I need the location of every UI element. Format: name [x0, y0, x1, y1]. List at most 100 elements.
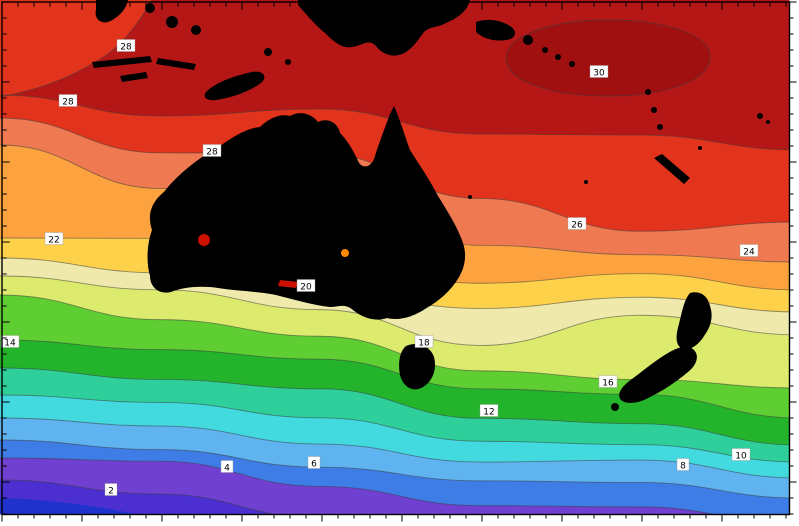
isotherm-label-box	[202, 144, 222, 157]
reef-speck-2	[698, 146, 702, 150]
isotherm-label-box	[58, 94, 78, 107]
isotherm-30-loop-line	[505, 19, 711, 97]
isotherm-label-value: 16	[602, 379, 614, 389]
isotherm-8-line	[0, 417, 799, 479]
isotherm-label-18: 18	[414, 335, 434, 349]
isotherm-labels-layer: 28 30 28 28 26 24 22 20 18 16 14 12 10 8 6 4 2	[0, 39, 759, 497]
reef-speck-3	[468, 195, 472, 199]
isotherm-label-22: 22	[44, 232, 64, 246]
isotherm-label-box	[220, 460, 234, 473]
isotherm-label-box	[676, 458, 690, 471]
sulawesi-tip	[95, 0, 128, 23]
isotherm-label-box	[307, 456, 321, 469]
temperature-blobs-layer	[0, 0, 711, 526]
inland-patch-2	[278, 280, 298, 288]
maluku-island-3	[191, 25, 201, 35]
vanuatu-island-2	[651, 107, 657, 113]
tanimbar-island-1	[264, 48, 272, 56]
maluku-island-1	[145, 3, 155, 13]
solomon-island-3	[569, 61, 575, 67]
isotherm-label-12: 12	[479, 404, 499, 418]
new-zealand-south-island	[619, 346, 697, 403]
vanuatu-island-3	[657, 124, 663, 130]
solomon-island-1	[542, 47, 548, 53]
isotherm-label-box	[739, 244, 759, 257]
isotherm-label-6: 6	[307, 456, 321, 470]
isotherm-label-box	[589, 65, 609, 78]
isotherm-label-20: 20	[296, 279, 316, 293]
isotherm-label-10: 10	[731, 448, 751, 462]
flores-island-chain	[92, 56, 152, 68]
isotherm-label-box	[104, 483, 118, 496]
isotherm-label-box	[731, 448, 751, 461]
isotherm-label-value: 12	[483, 408, 494, 418]
right-margin	[789, 0, 799, 526]
isotherm-label-28: 28	[116, 39, 136, 53]
corner-band-26-28	[0, 0, 152, 97]
bottom-margin	[0, 514, 799, 526]
isotherm-label-value: 22	[48, 236, 59, 246]
isotherm-label-value: 30	[593, 69, 605, 79]
isotherm-label-box	[44, 232, 64, 245]
isotherm-12-line	[0, 367, 799, 446]
isotherm-label-14: 14	[0, 335, 20, 349]
tanimbar-island-2	[285, 59, 291, 65]
new-guinea-landmass	[298, 0, 470, 56]
isotherm-label-28: 28	[58, 94, 78, 108]
fiji-island-2	[766, 120, 770, 124]
isotherm-label-value: 28	[62, 98, 74, 108]
australia-landmass	[147, 106, 466, 320]
isotherm-label-box	[479, 404, 499, 417]
isotherm-18-line	[0, 275, 799, 346]
isotherm-label-box	[414, 335, 434, 348]
isotherm-label-value: 20	[300, 283, 312, 293]
inland-patches-layer	[198, 234, 349, 288]
solomon-island-2	[555, 54, 561, 60]
inland-patch-3	[341, 249, 349, 257]
new-zealand-north-island	[676, 292, 712, 350]
isotherm-label-value: 10	[735, 452, 747, 462]
isotherm-label-4: 4	[220, 460, 234, 474]
inland-patch-1	[198, 234, 210, 246]
fiji-island-1	[757, 113, 763, 119]
isotherm-6-line	[0, 439, 799, 499]
isotherm-label-value: 26	[571, 221, 583, 231]
isotherm-label-value: 6	[311, 460, 317, 470]
tasmania-landmass	[399, 344, 435, 390]
isotherm-10-line	[0, 394, 799, 463]
isotherm-label-16: 16	[598, 375, 618, 389]
isotherm-label-box	[598, 375, 618, 388]
isotherm-label-box	[567, 217, 587, 230]
stewart-island	[611, 403, 619, 411]
isotherm-label-24: 24	[739, 244, 759, 258]
bougainville-island	[523, 35, 533, 45]
reef-speck-1	[584, 180, 588, 184]
timor-island	[204, 71, 265, 101]
isotherm-label-8: 8	[676, 458, 690, 472]
isotherm-label-value: 18	[418, 339, 430, 349]
warm-pool-over-30	[506, 20, 711, 96]
landmass-layer	[92, 0, 770, 411]
isotherm-label-28: 28	[202, 144, 222, 158]
isotherm-label-26: 26	[567, 217, 587, 231]
isotherm-label-value: 28	[120, 43, 132, 53]
isotherm-label-value: 2	[108, 487, 114, 497]
isotherm-label-value: 28	[206, 148, 218, 158]
new-britain-island	[476, 19, 515, 41]
isotherm-label-30: 30	[589, 65, 609, 79]
maluku-island-2	[166, 16, 178, 28]
isotherm-label-2: 2	[104, 483, 118, 497]
sumba-island	[120, 72, 148, 82]
isotherm-2-line	[0, 479, 393, 526]
sumbawa-island	[156, 58, 196, 70]
vanuatu-island-1	[645, 89, 651, 95]
isotherm-label-box	[116, 39, 136, 52]
isotherm-label-value: 4	[224, 464, 230, 474]
isotherm-label-value: 14	[4, 339, 16, 349]
isotherm-label-box	[296, 279, 316, 292]
isotherm-4-line	[0, 457, 799, 525]
